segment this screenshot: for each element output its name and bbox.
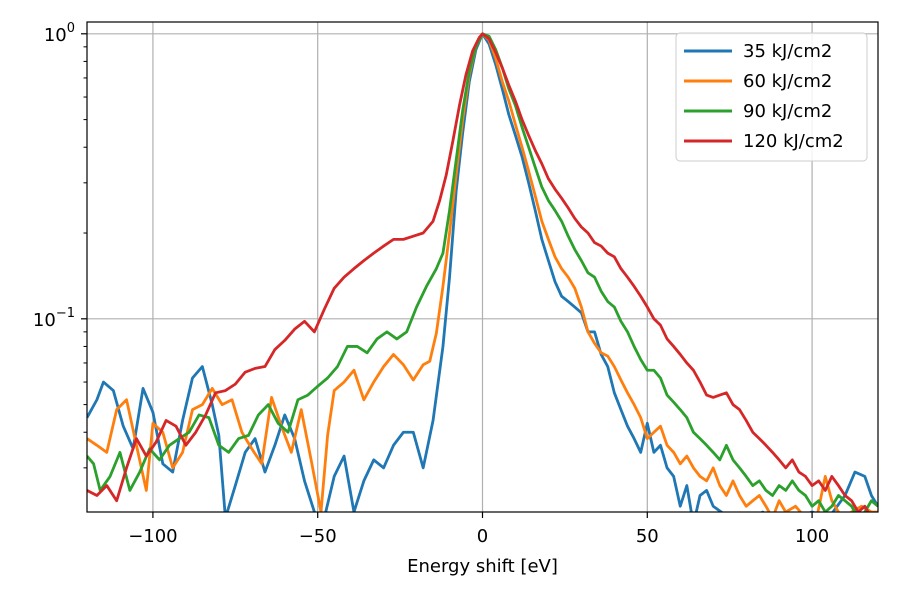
y-tick-base: 10 [33, 310, 56, 331]
y-tick-exponent: 0 [67, 21, 75, 36]
y-tick-label: 10−1 [33, 306, 75, 331]
y-tick-label: 100 [44, 21, 75, 46]
y-tick-base: 10 [44, 25, 67, 46]
legend-label-3: 120 kJ/cm2 [743, 131, 844, 152]
legend-label-2: 90 kJ/cm2 [743, 101, 832, 122]
x-tick-label: −50 [299, 526, 337, 547]
series-layer [87, 32, 878, 512]
x-tick-label: 50 [636, 526, 659, 547]
series-line-0 [87, 32, 878, 512]
y-tick-exponent: −1 [56, 306, 75, 321]
legend-box [675, 32, 868, 162]
series-line-2 [87, 32, 878, 512]
series-line-3 [87, 32, 870, 512]
legend-label-1: 60 kJ/cm2 [743, 71, 832, 92]
legend: 35 kJ/cm2 60 kJ/cm2 90 kJ/cm2 120 kJ/cm2 [675, 32, 868, 162]
x-tick-label: 0 [477, 526, 488, 547]
legend-label-0: 35 kJ/cm2 [743, 41, 832, 62]
x-tick-label: 100 [795, 526, 829, 547]
x-axis-label: Energy shift [eV] [407, 556, 558, 577]
x-tick-label: −100 [128, 526, 177, 547]
series-line-1 [87, 32, 878, 512]
